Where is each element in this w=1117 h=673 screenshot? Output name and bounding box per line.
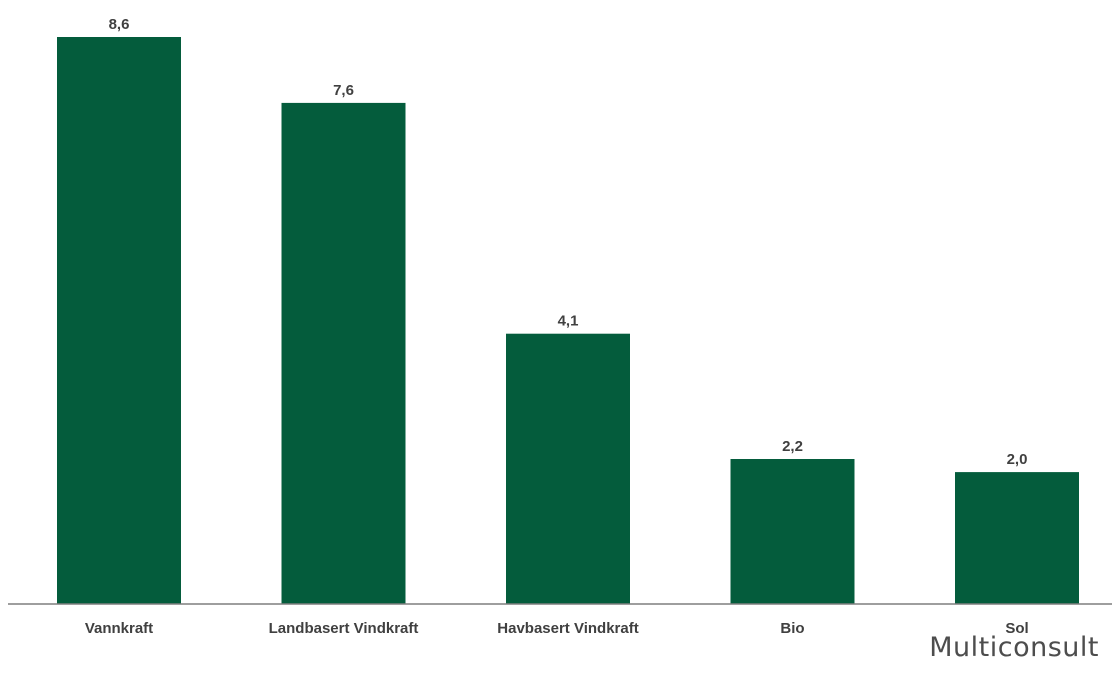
value-label: 7,6 <box>333 82 354 99</box>
bar <box>955 472 1079 604</box>
bar <box>281 102 406 605</box>
bars-group <box>57 37 1079 605</box>
bar <box>730 459 855 604</box>
value-label: 2,0 <box>1007 451 1028 468</box>
value-label: 2,2 <box>782 438 803 455</box>
value-label: 8,6 <box>109 16 130 33</box>
value-label: 4,1 <box>558 313 579 330</box>
category-label: Vannkraft <box>85 620 153 637</box>
value-labels-group: 8,6 7,6 4,1 2,2 2,0 <box>109 16 1028 468</box>
category-label: Bio <box>780 620 804 637</box>
multiconsult-logo: Multiconsult <box>929 632 1099 663</box>
category-label: Sol <box>1005 620 1028 637</box>
bar <box>506 333 630 604</box>
category-label: Havbasert Vindkraft <box>497 620 638 637</box>
category-labels-group: Vannkraft Landbasert Vindkraft Havbasert V… <box>85 620 1029 637</box>
bar <box>57 37 181 604</box>
category-label: Landbasert Vindkraft <box>269 620 419 637</box>
